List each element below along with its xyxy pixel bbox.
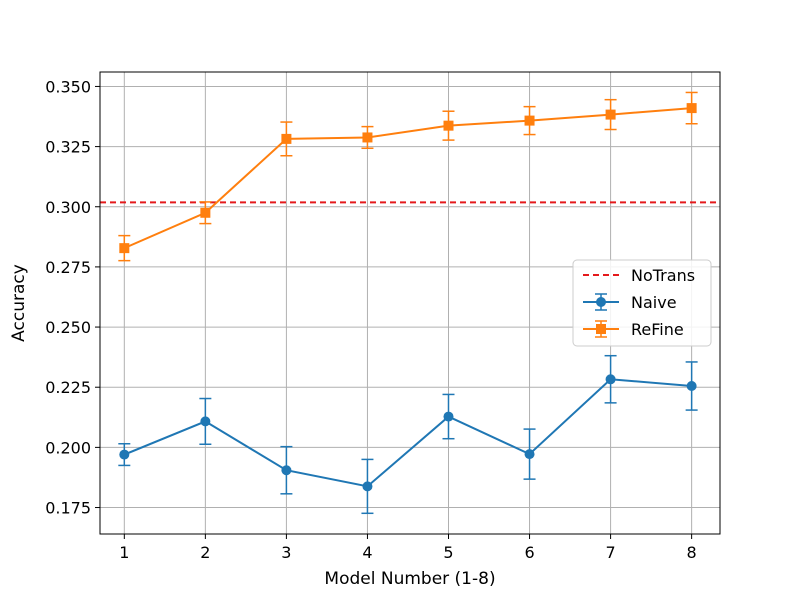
naive-point [524, 449, 535, 460]
refine-point [443, 120, 454, 131]
naive-point [605, 374, 616, 385]
x-tick-label: 3 [281, 543, 291, 562]
y-tick-label: 0.175 [45, 499, 91, 518]
legend-label-notrans: NoTrans [631, 266, 695, 285]
refine-point [605, 109, 616, 120]
legend-label-naive: Naive [631, 293, 677, 312]
x-tick-label: 8 [687, 543, 697, 562]
y-tick-label: 0.275 [45, 258, 91, 277]
naive-series [118, 354, 698, 515]
naive-point [443, 411, 454, 422]
refine-line [123, 107, 692, 250]
y-tick-label: 0.225 [45, 378, 91, 397]
legend-label-refine: ReFine [631, 320, 684, 339]
naive-point [686, 381, 697, 392]
y-tick-label: 0.200 [45, 438, 91, 457]
naive-point [281, 465, 292, 476]
x-tick-label: 5 [443, 543, 453, 562]
naive-point [362, 481, 373, 492]
naive-point [200, 416, 211, 427]
y-tick-label: 0.250 [45, 318, 91, 337]
x-tick-label: 6 [524, 543, 534, 562]
y-tick-label: 0.300 [45, 198, 91, 217]
y-axis-label: Accuracy [9, 264, 29, 342]
refine-series [118, 91, 698, 262]
legend-box [572, 259, 712, 347]
x-axis-label: Model Number (1-8) [324, 569, 495, 589]
refine-point [362, 132, 373, 143]
refine-point [200, 207, 211, 218]
y-tick-label: 0.325 [45, 138, 91, 157]
x-axis-ticks: 1 2 3 4 5 6 7 8 [119, 534, 697, 562]
x-tick-label: 1 [119, 543, 129, 562]
naive-point [119, 449, 130, 460]
series-layer [118, 91, 698, 515]
legend-marker-naive [596, 297, 606, 307]
y-axis-ticks: 0.175 0.200 0.225 0.250 0.275 0.300 0.325 0.350 [45, 77, 100, 518]
plot-frame [99, 71, 721, 535]
x-tick-label: 7 [605, 543, 615, 562]
y-tick-label: 0.350 [45, 77, 91, 96]
naive-line [123, 378, 692, 488]
refine-point [686, 103, 697, 114]
legend-marker-refine [596, 324, 606, 334]
legend: NoTrans Naive ReFine [572, 259, 712, 347]
x-tick-label: 4 [362, 543, 372, 562]
x-tick-label: 2 [200, 543, 210, 562]
refine-point [281, 133, 292, 144]
refine-point [524, 115, 535, 126]
refine-point [119, 243, 130, 254]
